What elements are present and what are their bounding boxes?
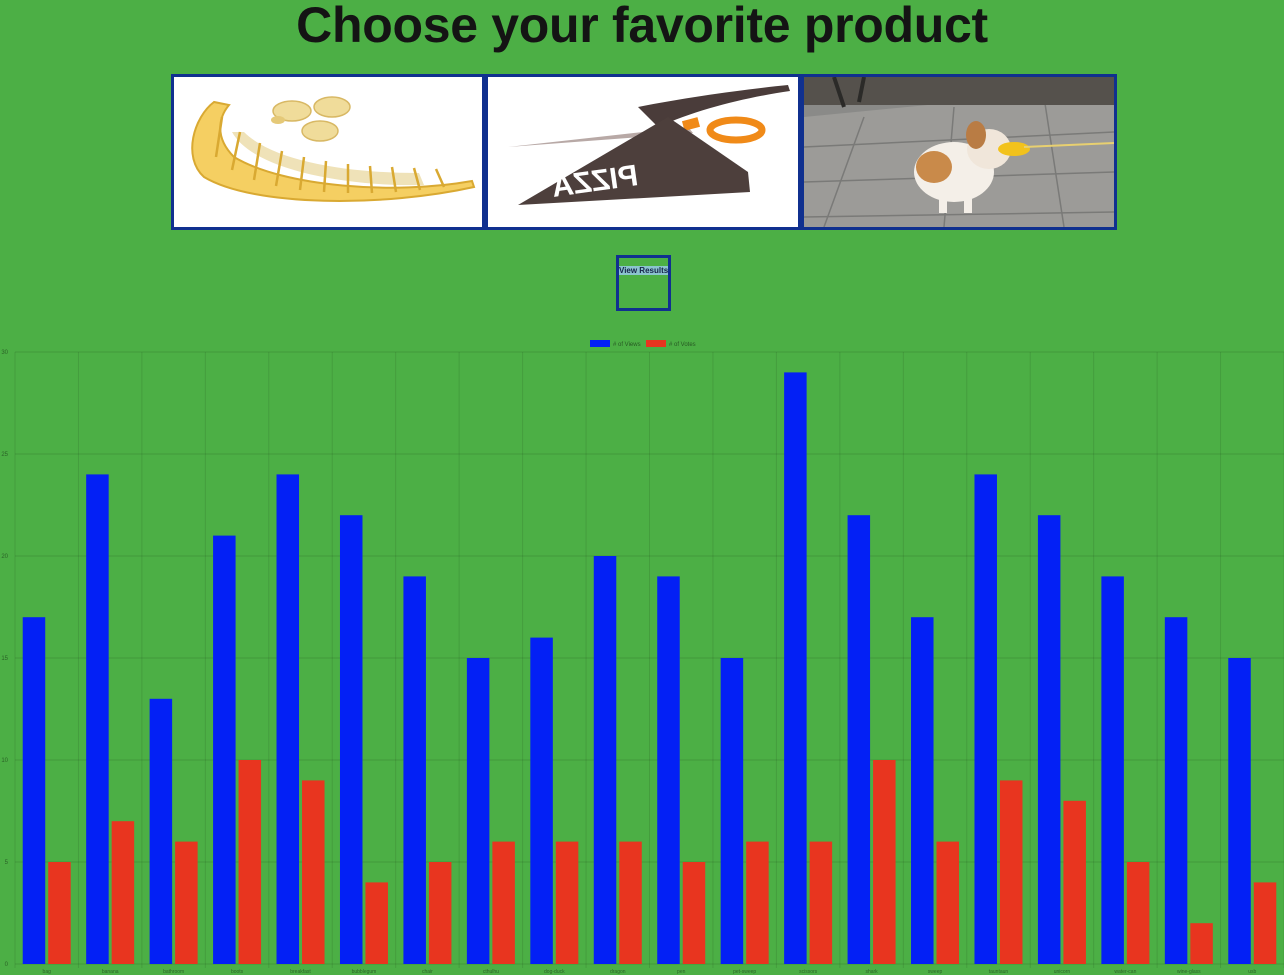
x-tick-label: bubblegum	[352, 969, 377, 975]
x-tick-label: wine-glass	[1177, 969, 1201, 975]
bar-votes	[48, 862, 71, 964]
bar-views	[339, 515, 363, 964]
x-tick-label: scissors	[799, 969, 818, 975]
bar-views	[213, 535, 236, 964]
x-tick-label: dragon	[610, 969, 626, 975]
pizza-scissors-image: PIZZA	[488, 77, 798, 227]
x-tick-label: water-can	[1114, 969, 1136, 975]
y-tick-label: 5	[5, 860, 9, 866]
bar-votes	[746, 841, 769, 964]
y-tick-label: 25	[1, 452, 8, 458]
product-dog-duck[interactable]	[801, 74, 1117, 230]
x-tick-label: shark	[865, 969, 878, 975]
bar-votes	[428, 862, 452, 964]
bar-votes	[809, 841, 833, 964]
bar-views	[657, 576, 680, 964]
chart-legend: # of Views # of Votes	[590, 340, 696, 348]
bar-votes	[302, 780, 325, 964]
x-tick-label: cthulhu	[483, 969, 499, 975]
x-axis-labels: bag banana bathroom boots breakfast bubblegum…	[43, 969, 1257, 975]
bar-votes	[365, 882, 388, 964]
bar-views	[466, 658, 490, 964]
bar-votes	[936, 841, 960, 964]
bar-views	[720, 658, 744, 964]
bar-votes	[682, 862, 706, 964]
bar-views	[530, 637, 553, 964]
product-pizza-scissors[interactable]: PIZZA	[485, 74, 801, 230]
legend-label-votes: # of Votes	[669, 342, 696, 348]
bar-views	[22, 617, 46, 964]
bar-votes	[555, 841, 579, 964]
results-chart: # of Views # of Votes 0 5 10 15 20 25 30 bag ban…	[1, 340, 1284, 975]
bar-views	[149, 698, 173, 964]
bar-votes	[175, 841, 198, 964]
page-title: Choose your favorite product	[296, 0, 988, 53]
bar-views	[1037, 515, 1061, 964]
legend-swatch-votes	[646, 340, 666, 347]
bar-votes	[238, 760, 262, 964]
dog-duck-muzzle-image	[804, 77, 1114, 227]
product-banana-slicer[interactable]	[171, 74, 485, 230]
bar-votes	[619, 841, 642, 964]
bar-votes	[1126, 862, 1150, 964]
x-tick-label: unicorn	[1054, 969, 1071, 975]
bar-views	[847, 515, 871, 964]
y-tick-label: 20	[1, 554, 8, 560]
bar-views	[974, 474, 997, 964]
chart-bars	[22, 372, 1277, 964]
y-axis-ticks: 0 5 10 15 20 25 30	[1, 350, 8, 968]
product-gallery: PIZZA	[171, 74, 1117, 230]
legend-label-views: # of Views	[613, 342, 641, 348]
x-tick-label: boots	[231, 969, 244, 975]
bar-views	[276, 474, 300, 964]
x-tick-label: breakfast	[290, 969, 311, 975]
x-tick-label: tauntaun	[989, 969, 1009, 975]
bar-votes	[1190, 923, 1213, 964]
x-tick-label: dog-duck	[544, 969, 565, 975]
legend-swatch-views	[590, 340, 610, 347]
x-tick-label: pet-sweep	[733, 969, 756, 975]
bar-views	[1164, 617, 1188, 964]
bar-votes	[1063, 800, 1086, 964]
y-tick-label: 15	[1, 656, 8, 662]
y-tick-label: 10	[1, 758, 8, 764]
bar-votes	[111, 821, 135, 964]
bar-views	[1228, 658, 1251, 964]
x-tick-label: banana	[102, 969, 119, 975]
bar-views	[1101, 576, 1124, 964]
bar-views	[403, 576, 426, 964]
bar-votes	[492, 841, 515, 964]
view-results-button[interactable]: View Results	[616, 255, 671, 311]
x-tick-label: pen	[677, 969, 686, 975]
bar-votes	[999, 780, 1023, 964]
bar-views	[911, 617, 934, 964]
x-tick-label: bathroom	[163, 969, 184, 975]
bar-views	[86, 474, 109, 964]
x-tick-label: sweep	[928, 969, 943, 975]
x-tick-label: bag	[43, 969, 52, 975]
banana-slicer-image	[174, 77, 482, 227]
bar-views	[784, 372, 807, 964]
y-tick-label: 30	[1, 350, 8, 356]
bar-votes	[873, 760, 896, 964]
bar-views	[593, 556, 617, 964]
x-tick-label: usb	[1248, 969, 1256, 975]
bar-votes	[1253, 882, 1277, 964]
x-tick-label: chair	[422, 969, 433, 975]
y-tick-label: 0	[5, 962, 9, 968]
chart-grid	[14, 351, 1284, 968]
